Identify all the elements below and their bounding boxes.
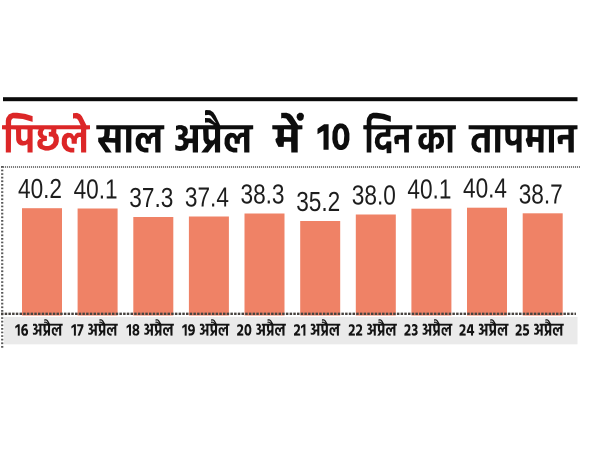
- svg-text:38.0: 38.0: [352, 180, 396, 211]
- svg-text:40.1: 40.1: [407, 174, 451, 205]
- svg-text:40.1: 40.1: [74, 174, 118, 205]
- svg-text:35.2: 35.2: [296, 186, 340, 217]
- svg-text:37.4: 37.4: [185, 182, 229, 213]
- svg-text:40.2: 40.2: [18, 173, 62, 204]
- svg-text:37.3: 37.3: [129, 182, 173, 213]
- svg-text:38.3: 38.3: [241, 179, 285, 210]
- svg-text:40.4: 40.4: [463, 173, 507, 204]
- svg-text:38.7: 38.7: [519, 178, 563, 209]
